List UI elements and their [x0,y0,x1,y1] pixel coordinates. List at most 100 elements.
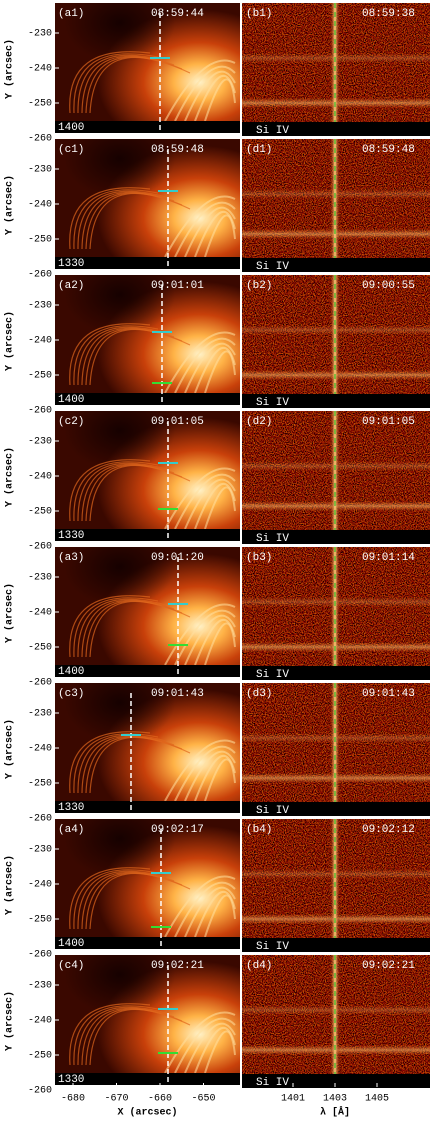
line-core [330,955,340,1075]
spectrum-footer [242,1074,430,1088]
panel-row: (a4) 09:02:17 1400 (b4) 09:02:12 Si IV -230 -24… [4,819,430,961]
line-core [330,139,340,259]
bright-loop [204,78,236,122]
loop [77,1006,167,1066]
y-tick-label: -260 [28,678,52,689]
y-axis-label: Y (arcsec) [4,991,16,1051]
line-core [330,819,340,939]
loop [69,51,151,114]
loop [69,187,151,250]
band-label: Si IV [256,805,289,817]
panel-time: 09:01:05 [362,416,415,428]
image-footer [55,937,240,949]
loop [69,459,151,522]
loop [77,190,167,250]
panel-time: 08:59:38 [362,8,415,20]
panel-label: (a2) [58,280,84,292]
line-core [330,547,340,667]
y-tick-label: -250 [28,507,52,518]
spectrum-footer [242,122,430,136]
line-core [330,3,340,123]
panel-time: 09:02:17 [151,824,204,836]
band-label: 1330 [58,1074,84,1086]
bright-loop [204,1030,236,1074]
bright-loop [164,195,236,258]
panel-label: (a4) [58,824,84,836]
image-footer [55,529,240,541]
y-tick-label: -250 [28,643,52,654]
panel-label: (b1) [246,8,272,20]
spectrum-footer [242,258,430,272]
panel-label: (a3) [58,552,84,564]
panel-label: (d1) [246,144,272,156]
bright-loop [174,881,236,938]
panel-label: (c2) [58,416,84,428]
line-core [330,275,340,395]
y-axis-label: Y (arcsec) [4,39,16,99]
image-footer [55,121,240,133]
spectrum-footer [242,394,430,408]
loop [69,867,151,930]
band-label: 1400 [58,394,84,406]
x-axis-label: λ [Å] [320,1106,350,1119]
y-axis-label: Y (arcsec) [4,583,16,643]
bright-loop [164,331,236,394]
y-tick-label: -250 [28,915,52,926]
panel-row: (c4) 09:02:21 1330 (d4) 09:02:21 Si IV -230 -24… [4,955,430,1097]
y-tick-label: -230 [28,709,52,720]
bright-loop [204,350,236,394]
loop [77,326,167,386]
image-footer [55,1073,240,1085]
spectrum-footer [242,938,430,952]
y-axis-label: Y (arcsec) [4,855,16,915]
loop [77,598,167,658]
panel-row: (a1) 08:59:44 1400 (b1) 08:59:38 Si IV -230 -24… [4,3,430,145]
separator [55,405,240,408]
line-core [330,411,340,531]
panel-time: 09:00:55 [362,280,415,292]
loop [73,1005,159,1066]
y-tick-label: -230 [28,573,52,584]
y-tick-label: -260 [28,1086,52,1097]
loop [73,461,159,522]
y-tick-label: -240 [28,608,52,619]
loop [73,597,159,658]
bright-loop [184,1022,236,1074]
loop [69,1003,151,1066]
bright-loop [164,59,236,122]
separator [55,677,240,680]
bright-loop [184,614,236,666]
loop [69,731,151,794]
band-label: Si IV [256,261,289,273]
loop [89,329,191,386]
x-tick-label: 1403 [323,1094,347,1105]
x-tick-label: -680 [61,1094,85,1105]
panel-time: 09:02:21 [362,960,415,972]
panel-time: 09:01:43 [362,688,415,700]
x-tick-label: -670 [104,1094,128,1105]
separator [55,1085,240,1088]
panel-time: 08:59:44 [151,8,204,20]
y-tick-label: -240 [28,880,52,891]
separator [55,133,240,136]
loop [73,53,159,114]
y-tick-label: -250 [28,371,52,382]
loop [77,734,167,794]
spectrum-footer [242,530,430,544]
panel-row: (c1) 08:59:48 1330 (d1) 08:59:48 Si IV -230 -24… [4,139,430,281]
y-tick-label: -250 [28,99,52,110]
panel-time: 09:01:05 [151,416,204,428]
loop [69,323,151,386]
loop [77,462,167,522]
y-tick-label: -230 [28,165,52,176]
y-tick-label: -260 [28,814,52,825]
x-tick-label: 1405 [365,1094,389,1105]
band-label: Si IV [256,941,289,953]
panel-label: (b3) [246,552,272,564]
loop [89,1009,191,1066]
bright-loop [174,473,236,530]
x-tick-label: -650 [191,1094,215,1105]
loop [77,54,167,114]
bright-loop [164,739,236,802]
